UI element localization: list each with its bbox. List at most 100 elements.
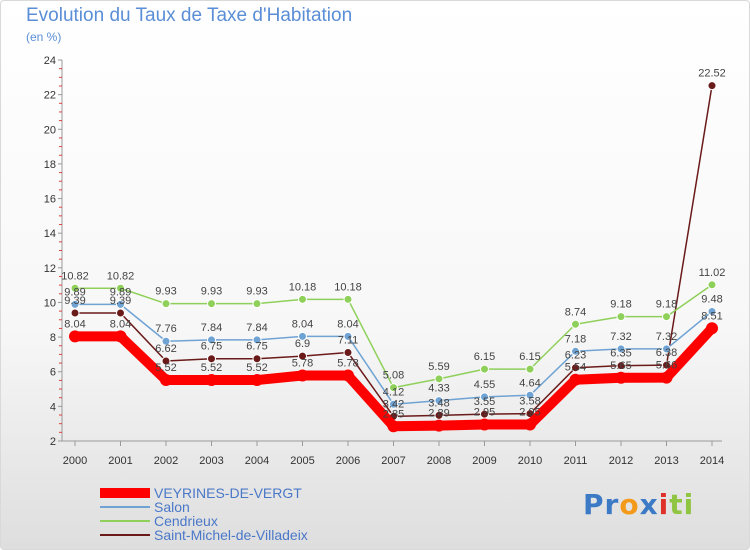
data-label: 5.59 bbox=[428, 361, 449, 373]
data-label: 6.9 bbox=[295, 338, 310, 350]
x-tick-label: 2012 bbox=[609, 455, 633, 467]
data-label: 6.75 bbox=[201, 341, 222, 353]
data-point bbox=[252, 299, 262, 309]
data-point bbox=[706, 322, 718, 335]
data-label: 5.08 bbox=[383, 370, 404, 382]
y-tick-label: 2 bbox=[50, 436, 56, 448]
x-tick-label: 2011 bbox=[564, 455, 588, 467]
data-point bbox=[615, 371, 627, 384]
data-label: 6.75 bbox=[246, 341, 267, 353]
data-label: 5.66 bbox=[656, 360, 677, 372]
data-point bbox=[616, 312, 626, 322]
y-tick-label: 4 bbox=[50, 401, 56, 413]
data-label: 9.39 bbox=[110, 295, 131, 307]
data-point bbox=[298, 331, 307, 341]
data-label: 2.89 bbox=[428, 408, 449, 420]
data-label: 2.85 bbox=[383, 408, 404, 420]
logo-letter: o bbox=[619, 488, 640, 521]
data-point bbox=[434, 374, 444, 384]
x-tick-label: 2010 bbox=[518, 455, 542, 467]
data-label: 10.18 bbox=[289, 281, 317, 293]
data-label: 5.52 bbox=[246, 362, 267, 374]
legend-item: Saint-Michel-de-Villadeix bbox=[100, 528, 360, 542]
y-tick-label: 16 bbox=[44, 194, 56, 206]
data-label: 9.18 bbox=[656, 299, 677, 311]
data-point bbox=[296, 369, 309, 382]
legend-label: Cendrieux bbox=[154, 513, 218, 529]
data-point bbox=[161, 299, 171, 309]
data-point bbox=[298, 351, 307, 361]
data-point bbox=[387, 420, 400, 433]
data-label: 22.52 bbox=[698, 68, 726, 80]
data-point bbox=[69, 330, 81, 343]
legend-label: Salon bbox=[154, 499, 190, 515]
data-point bbox=[298, 294, 307, 304]
y-tick-label: 20 bbox=[44, 124, 56, 136]
data-point bbox=[252, 354, 262, 364]
data-label: 5.52 bbox=[201, 362, 222, 374]
data-point bbox=[616, 361, 626, 371]
data-point bbox=[707, 306, 717, 316]
x-tick-label: 2003 bbox=[199, 455, 223, 467]
data-point bbox=[434, 396, 444, 406]
data-label: 11.02 bbox=[699, 267, 726, 279]
data-point bbox=[160, 374, 172, 387]
data-point bbox=[571, 346, 580, 356]
legend-swatch bbox=[100, 506, 150, 508]
data-point bbox=[389, 399, 398, 409]
data-label: 8.51 bbox=[701, 310, 722, 322]
chart-unit-label: (en %) bbox=[26, 30, 62, 44]
x-tick-label: 2005 bbox=[290, 455, 314, 467]
data-point bbox=[571, 363, 580, 373]
data-label: 5.78 bbox=[292, 358, 313, 370]
data-point bbox=[207, 335, 216, 345]
data-label: 7.32 bbox=[656, 331, 677, 343]
data-point bbox=[251, 374, 263, 387]
data-label: 6.35 bbox=[610, 348, 631, 360]
data-point bbox=[205, 374, 218, 387]
y-tick-label: 10 bbox=[44, 297, 56, 309]
x-tick-label: 2013 bbox=[654, 455, 678, 467]
logo-letter: i bbox=[658, 488, 670, 521]
data-point bbox=[524, 418, 536, 431]
data-label: 4.12 bbox=[383, 386, 404, 398]
x-tick-label: 2006 bbox=[336, 455, 360, 467]
data-label: 8.04 bbox=[337, 318, 358, 330]
logo-letter: P bbox=[583, 488, 605, 521]
series-lines bbox=[69, 81, 718, 433]
data-point bbox=[660, 371, 673, 384]
data-label: 4.64 bbox=[519, 377, 540, 389]
data-label: 9.89 bbox=[110, 286, 131, 298]
data-point bbox=[478, 418, 491, 431]
data-label: 8.04 bbox=[110, 318, 131, 330]
data-label: 9.93 bbox=[246, 286, 267, 298]
x-tick-label: 2008 bbox=[427, 455, 451, 467]
x-tick-label: 2001 bbox=[108, 455, 132, 467]
data-label: 9.48 bbox=[701, 293, 722, 305]
logo-letter: x bbox=[639, 488, 659, 521]
legend-swatch bbox=[100, 520, 150, 522]
data-label: 7.32 bbox=[610, 331, 631, 343]
x-tick-label: 2004 bbox=[245, 455, 269, 467]
logo-letter: t bbox=[669, 488, 684, 521]
data-label: 3.58 bbox=[519, 396, 540, 408]
data-point bbox=[343, 294, 353, 304]
data-point bbox=[252, 335, 262, 345]
x-tick-label: 2014 bbox=[700, 455, 724, 467]
data-point bbox=[116, 308, 125, 318]
data-label: 9.39 bbox=[64, 295, 85, 307]
y-tick-label: 24 bbox=[44, 55, 56, 67]
y-tick-label: 14 bbox=[44, 228, 56, 240]
data-label: 6.62 bbox=[155, 343, 176, 355]
data-label: 7.76 bbox=[155, 323, 176, 335]
chart-title: Evolution du Taux de Taxe d'Habitation bbox=[26, 5, 353, 26]
data-point bbox=[389, 383, 398, 393]
data-label: 4.55 bbox=[474, 379, 495, 391]
data-label: 5.78 bbox=[337, 358, 358, 370]
data-label: 5.65 bbox=[610, 360, 631, 372]
y-tick-label: 18 bbox=[44, 159, 56, 171]
data-label: 4.33 bbox=[428, 383, 449, 395]
data-point bbox=[569, 373, 582, 386]
data-point bbox=[662, 344, 671, 354]
